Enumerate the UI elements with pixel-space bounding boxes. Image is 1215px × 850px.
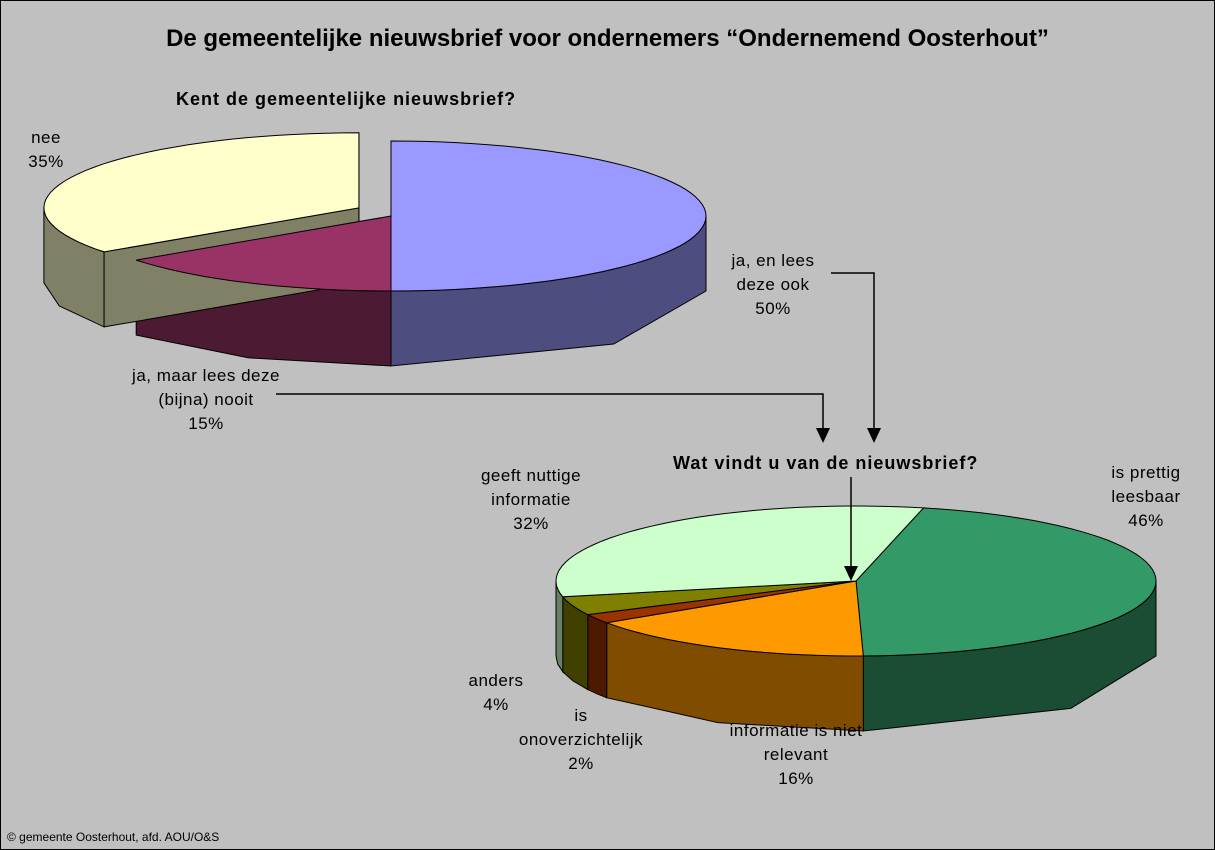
category-label: informatie is niet relevant (729, 721, 863, 764)
slice-label: is onoverzichtelijk 2% (511, 704, 651, 776)
value-label: 35% (28, 152, 64, 171)
pie-slice (43, 132, 360, 253)
slice-label: is prettig leesbaar 46% (1086, 461, 1206, 533)
pie-slice (555, 505, 925, 598)
value-label: 50% (755, 299, 791, 318)
category-label: geeft nuttige informatie (480, 466, 582, 509)
chart-title: Wat vindt u van de nieuwsbrief? (673, 453, 979, 473)
pie-slice (390, 140, 707, 292)
arrow (831, 272, 875, 429)
page-title: De gemeentelijke nieuwsbrief voor ondern… (166, 25, 1049, 52)
category-label: is prettig leesbaar (1111, 463, 1181, 506)
value-label: 16% (778, 769, 814, 788)
category-label: anders (468, 671, 524, 690)
pie-slice (136, 215, 392, 292)
category-label: is onoverzichtelijk (518, 706, 644, 749)
pie-slice (561, 580, 857, 616)
slice-label: nee 35% (1, 126, 91, 174)
category-label: ja, en lees deze ook (731, 251, 815, 294)
value-label: 32% (513, 514, 549, 533)
category-label: nee (31, 128, 61, 147)
arrow (276, 393, 824, 429)
pie-side (587, 613, 608, 699)
arrowhead (816, 428, 830, 443)
arrows (276, 272, 875, 567)
slice-label: geeft nuttige informatie 32% (451, 464, 611, 536)
value-label: 2% (568, 754, 594, 773)
category-label: ja, maar lees deze (bijna) nooit (132, 366, 280, 409)
pie-slice (855, 507, 1157, 657)
slice-label: ja, maar lees deze (bijna) nooit 15% (126, 364, 286, 436)
slice-label: informatie is niet relevant 16% (721, 719, 871, 791)
pie-slice (604, 580, 864, 657)
arrowheads (816, 428, 881, 581)
arrowhead (844, 566, 858, 581)
chart-title: Kent de gemeentelijke nieuwsbrief? (176, 89, 517, 109)
credit: © gemeente Oosterhout, afd. AOU/O&S (7, 830, 220, 844)
value-label: 4% (483, 695, 509, 714)
slice-label: ja, en lees deze ook 50% (713, 249, 833, 321)
slice-label: anders 4% (466, 669, 526, 717)
arrowhead (867, 428, 881, 443)
value-label: 15% (188, 414, 224, 433)
value-label: 46% (1128, 511, 1164, 530)
